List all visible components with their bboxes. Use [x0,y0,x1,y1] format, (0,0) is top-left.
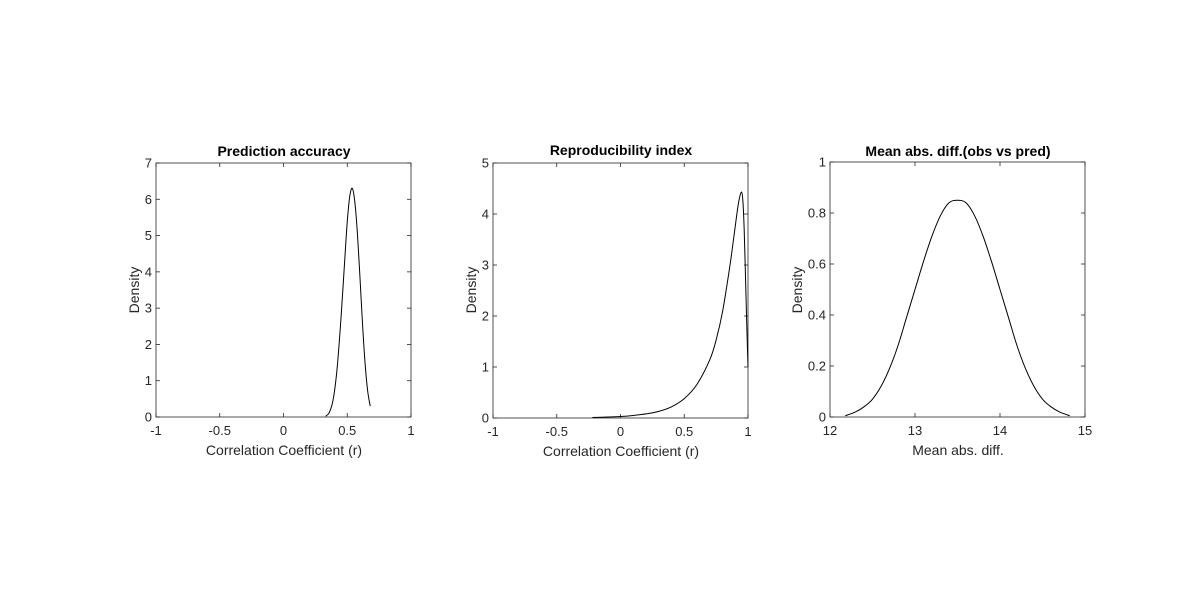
chart-panel-prediction-accuracy: Prediction accuracy Correlation Coeffici… [126,143,415,458]
y-tick-label: 5 [145,228,152,243]
x-tick-label: 14 [993,423,1007,438]
x-tick-label: 0 [617,424,624,439]
y-tick-label: 0.6 [808,257,826,272]
density-curve [592,191,749,418]
y-tick-label: 0.4 [808,308,826,323]
density-curve [845,199,1070,417]
y-tick-label: 4 [482,207,489,222]
y-tick-label: 1 [819,155,826,170]
y-axis-label: Density [463,267,479,314]
y-tick-label: 1 [482,360,489,375]
chart-panel-reproducibility-index: Reproducibility index Correlation Coeffi… [463,142,752,459]
x-tick-label: 0.5 [675,424,693,439]
chart-title: Mean abs. diff.(obs vs pred) [865,143,1050,159]
chart-panel-mean-abs-diff: Mean abs. diff.(obs vs pred) Mean abs. d… [789,143,1092,458]
x-tick-label: -1 [150,423,162,438]
y-tick-label: 0.8 [808,206,826,221]
x-tick-label: 0.5 [338,423,356,438]
y-axis-label: Density [126,267,142,314]
x-tick-label: 15 [1078,423,1092,438]
y-tick-label: 3 [482,258,489,273]
chart-title: Prediction accuracy [217,143,350,159]
x-tick-label: -1 [487,424,499,439]
y-tick-label: 0.2 [808,359,826,374]
y-tick-label: 0 [482,411,489,426]
x-axis-label: Mean abs. diff. [912,442,1004,458]
y-tick-label: 2 [482,309,489,324]
y-tick-label: 5 [482,156,489,171]
axes-box [829,161,1086,418]
y-tick-label: 1 [145,373,152,388]
x-tick-label: 1 [744,424,751,439]
x-tick-label: 0 [280,423,287,438]
y-tick-label: 0 [819,410,826,425]
x-tick-label: 1 [407,423,414,438]
x-tick-label: 13 [908,423,922,438]
y-tick-label: 3 [145,301,152,316]
x-axis-label: Correlation Coefficient (r) [206,442,362,458]
y-tick-label: 0 [145,410,152,425]
chart-title: Reproducibility index [550,142,693,158]
x-tick-label: 12 [823,423,837,438]
y-axis-label: Density [789,267,805,314]
x-tick-label: -0.5 [209,423,231,438]
y-tick-label: 4 [145,264,152,279]
x-axis-label: Correlation Coefficient (r) [543,443,699,459]
y-tick-label: 6 [145,192,152,207]
y-tick-label: 2 [145,337,152,352]
x-tick-label: -0.5 [546,424,568,439]
y-tick-label: 7 [145,156,152,171]
density-curve [325,187,371,417]
